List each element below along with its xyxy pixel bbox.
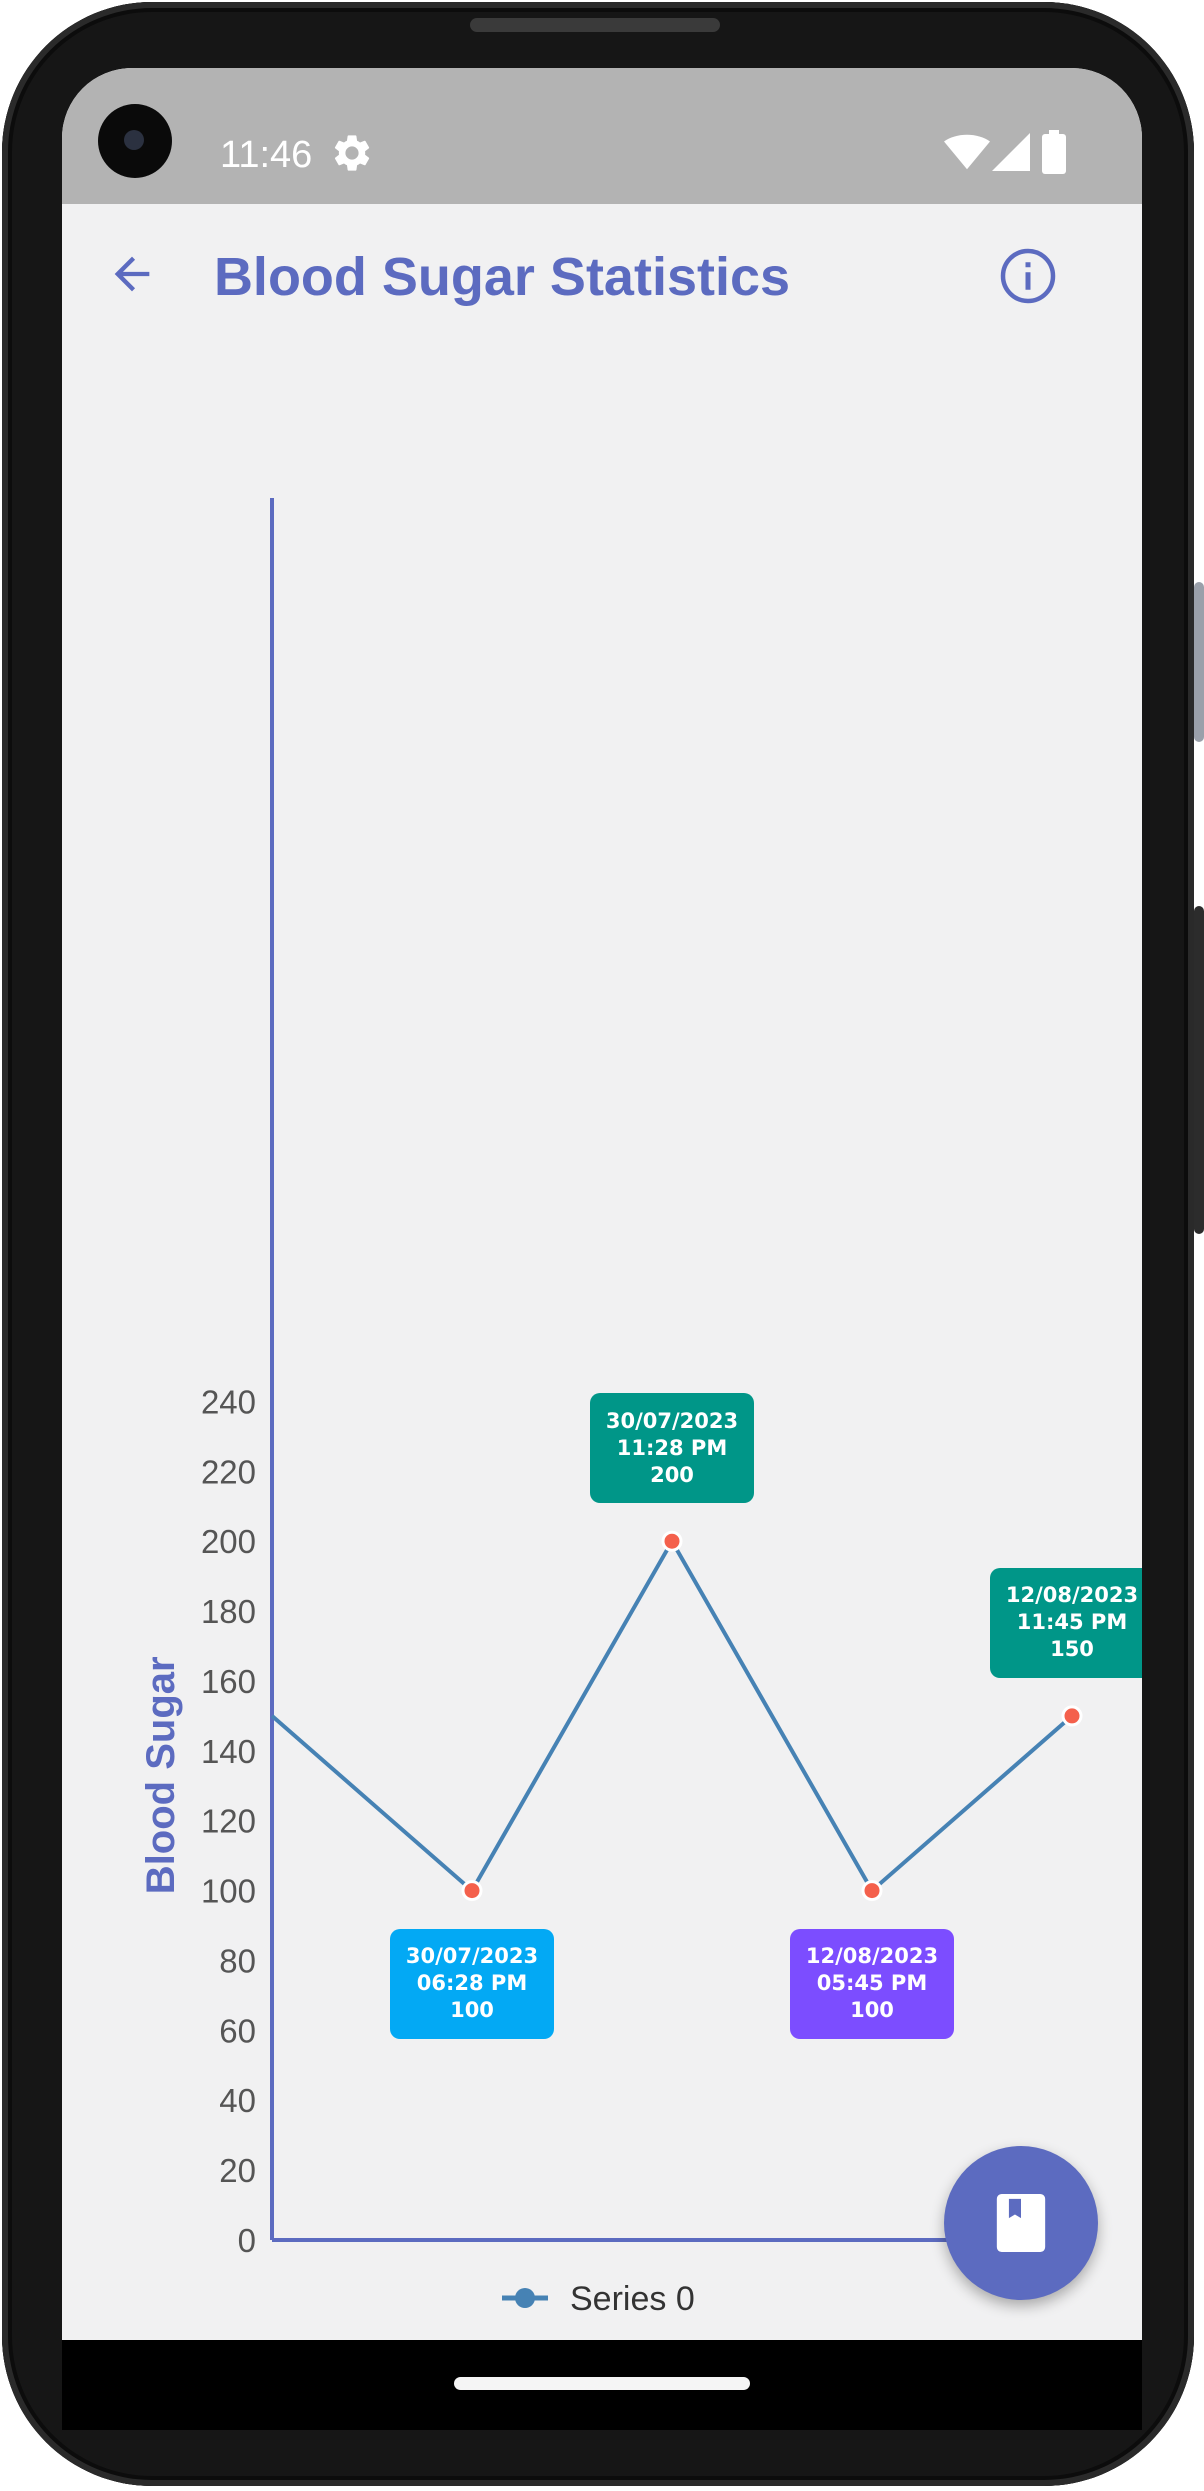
- y-tick-label: 80: [219, 1942, 256, 1979]
- tooltip-date: 12/08/2023: [1005, 1583, 1139, 1608]
- legend-label: Series 0: [570, 2280, 695, 2318]
- status-bar: 11:46: [62, 68, 1142, 204]
- power-button: [1194, 906, 1204, 1234]
- y-tick-label: 100: [201, 1873, 256, 1910]
- tooltip-date: 30/07/2023: [405, 1944, 539, 1969]
- screen: 11:46 Blood Sugar Statistics: [62, 68, 1142, 2340]
- point-tooltip: 30/07/2023 06:28 PM 100: [390, 1928, 554, 2039]
- tooltip-date: 12/08/2023: [805, 1944, 939, 1969]
- y-tick-label: 220: [201, 1453, 256, 1490]
- status-time: 11:46: [220, 134, 313, 176]
- y-tick-label: 40: [219, 2082, 256, 2119]
- front-camera: [98, 104, 172, 178]
- y-tick-label: 140: [201, 1733, 256, 1770]
- point-tooltip: 30/07/2023 11:28 PM 200: [590, 1393, 754, 1504]
- legend-marker-icon: [515, 2288, 535, 2308]
- data-point[interactable]: [861, 1880, 883, 1902]
- point-tooltip: 12/08/2023 11:45 PM 150: [990, 1567, 1142, 1678]
- y-axis-title: Blood Sugar: [139, 1656, 183, 1894]
- series-line: [270, 1539, 1074, 1893]
- y-tick-label: 20: [219, 2152, 256, 2189]
- home-gesture-bar[interactable]: [454, 2377, 750, 2390]
- earpiece: [470, 18, 720, 32]
- navigation-bar: [62, 2340, 1142, 2430]
- app-bar: Blood Sugar Statistics: [62, 204, 1142, 354]
- blood-sugar-chart: 0 20 40 60 80 100 120 140 160 180 200 220 240 Blood …: [139, 498, 1083, 2318]
- arrow-left-icon: [114, 256, 150, 292]
- data-point[interactable]: [461, 1880, 483, 1902]
- signal-icon: [992, 133, 1030, 171]
- tooltip-value: 100: [850, 1998, 894, 2023]
- y-tick-label: 60: [219, 2012, 256, 2049]
- battery-icon: [1042, 130, 1066, 174]
- data-point[interactable]: [661, 1530, 683, 1552]
- tooltip-date: 30/07/2023: [605, 1408, 739, 1433]
- info-button[interactable]: [996, 244, 1060, 308]
- point-tooltip: 12/08/2023 05:45 PM 100: [790, 1928, 954, 2039]
- journal-fab-button[interactable]: [944, 2146, 1098, 2300]
- legend: Series 0: [502, 2280, 695, 2318]
- page-title: Blood Sugar Statistics: [213, 247, 791, 307]
- info-circle-icon: [1000, 248, 1056, 304]
- volume-button: [1194, 582, 1204, 742]
- data-point[interactable]: [1061, 1705, 1083, 1727]
- tooltip-time: 06:28 PM: [416, 1971, 528, 1996]
- tooltip-value: 200: [650, 1462, 694, 1487]
- tooltip-value: 100: [450, 1998, 494, 2023]
- y-tick-label: 240: [201, 1383, 256, 1420]
- back-button[interactable]: [100, 242, 164, 306]
- tooltip-value: 150: [1050, 1637, 1094, 1662]
- y-tick-label: 120: [201, 1803, 256, 1840]
- y-tick-label: 200: [201, 1523, 256, 1560]
- wifi-icon: [944, 134, 990, 170]
- tooltip-time: 11:45 PM: [1016, 1610, 1128, 1635]
- gear-icon: [334, 135, 370, 171]
- tooltip-time: 11:28 PM: [616, 1435, 728, 1460]
- tooltip-time: 05:45 PM: [816, 1971, 928, 1996]
- y-tick-label: 160: [201, 1663, 256, 1700]
- y-tick-label: 0: [238, 2222, 256, 2259]
- y-tick-label: 180: [201, 1593, 256, 1630]
- book-icon: [996, 2194, 1046, 2252]
